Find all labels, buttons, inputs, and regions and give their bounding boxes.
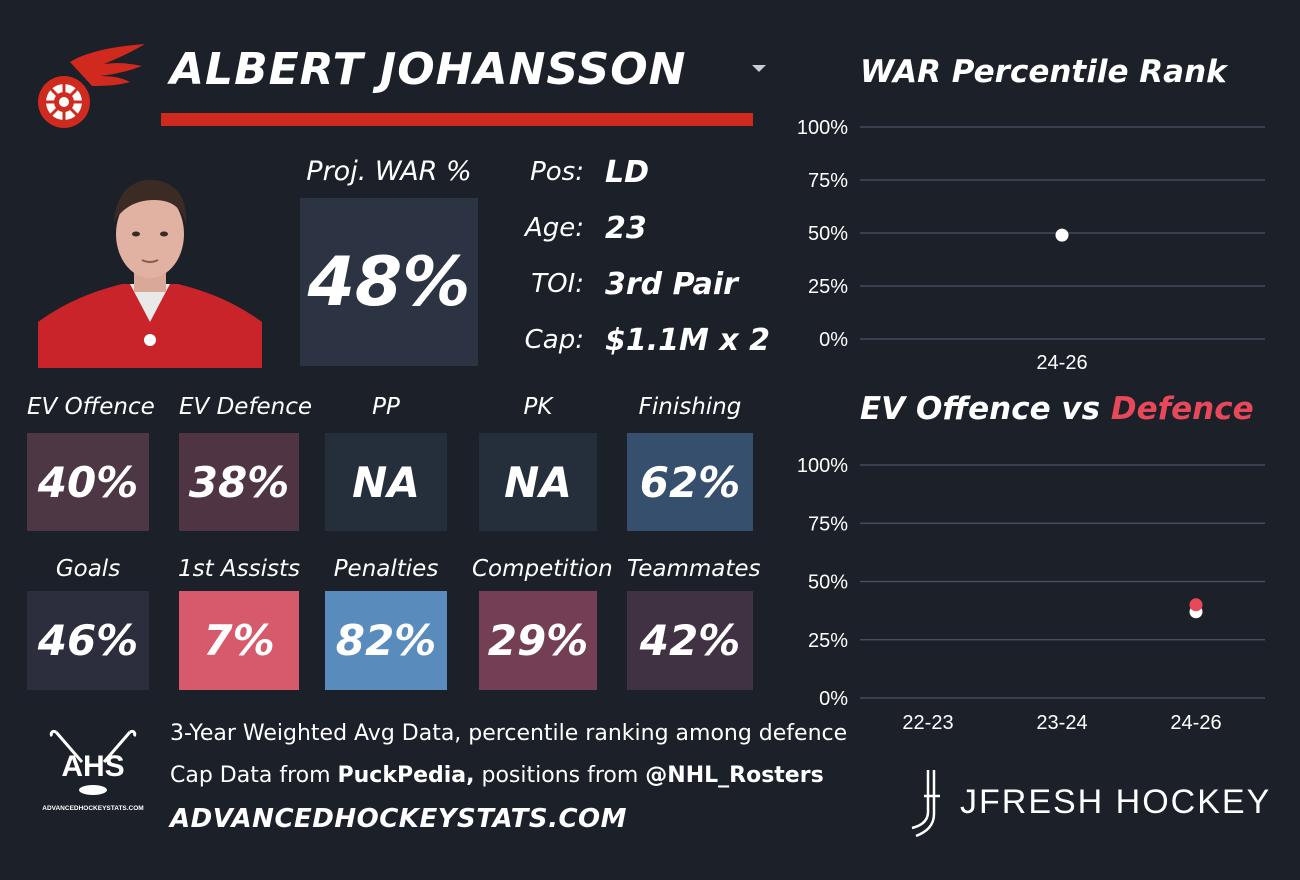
x-tick-label: 24-26 [1036,352,1087,374]
info-row-pos: Pos: LD [510,152,790,192]
stat-label-ev-offence: EV Offence [27,394,155,420]
player-name: ALBERT JOHANSSON [170,44,687,95]
ahs-logo-text: AHS [61,750,124,783]
stat-label-pk: PK [523,394,553,420]
info-value: $1.1M x 2 [605,322,770,358]
stat-label-penalties: Penalties [333,556,439,582]
chart-title-ev-offence: EV Offence vs [860,391,1111,427]
y-tick-label: 100% [797,117,848,139]
stat-box-teammates: 42% [627,591,753,690]
ahs-logo-subtext: ADVANCEDHOCKEYSTATS.COM [42,805,143,812]
jfresh-brand: JFRESH HOCKEY [906,764,1286,840]
chart-title-defence: Defence [1110,391,1254,427]
x-tick-label: 24-26 [1170,712,1221,734]
stat-label-competition: Competition [472,556,613,582]
info-value: LD [605,154,650,190]
stat-label-teammates: Teammates [627,556,761,582]
info-key: Pos: [530,157,584,187]
info-row-cap: Cap: $1.1M x 2 [510,320,790,360]
stat-box-ev-offence: 40% [27,433,149,531]
info-row-age: Age: 23 [510,208,790,248]
footer-credits: Cap Data from PuckPedia, positions from … [170,761,824,791]
team-logo [30,42,148,132]
info-value: 3rd Pair [605,266,738,302]
stat-box-pp: NA [325,433,447,531]
stat-box-goals: 46% [27,591,149,690]
brand-name: JFRESH HOCKEY [960,782,1272,821]
y-tick-label: 75% [808,170,848,192]
stat-box-finishing: 62% [627,433,753,531]
stat-box-pk: NA [479,433,597,531]
stat-label-pp: PP [372,394,400,420]
ev-offence-defence-chart: 0% 25% 50% 75% 100% 22-23 23-24 24-26 [797,455,1265,734]
nhl-rosters-link[interactable]: @NHL_Rosters [645,763,824,788]
footer-note: 3-Year Weighted Avg Data, percentile ran… [170,721,848,746]
stat-box-penalties: 82% [325,591,447,690]
y-tick-label: 50% [808,572,848,594]
info-key: TOI: [531,269,584,299]
war-percentile-chart: 0% 25% 50% 75% 100% 24-26 [797,117,1265,374]
data-point [1189,598,1203,612]
info-key: Age: [524,213,584,243]
stat-box-ev-defence: 38% [179,433,299,531]
ahs-logo: AHS ADVANCEDHOCKEYSTATS.COM [42,726,144,816]
y-tick-label: 100% [797,455,848,477]
stat-label-1st-assists: 1st Assists [177,556,301,582]
stat-label-goals: Goals [55,556,121,582]
stat-label-finishing: Finishing [638,394,742,420]
data-point [1055,228,1069,242]
y-tick-label: 75% [808,513,848,535]
player-photo [38,172,262,368]
x-tick-label: 22-23 [902,712,953,734]
info-row-toi: TOI: 3rd Pair [510,264,790,304]
name-underline [161,113,753,126]
puckpedia-link[interactable]: PuckPedia, [337,763,475,788]
y-tick-label: 0% [819,329,848,351]
chevron-down-icon[interactable] [750,60,768,74]
proj-war-label: Proj. WAR % [306,156,472,187]
x-tick-label: 23-24 [1036,712,1087,734]
jfresh-stick-icon [911,770,940,838]
stat-label-ev-defence: EV Defence [179,394,313,420]
y-tick-label: 50% [808,223,848,245]
stat-box-competition: 29% [479,591,597,690]
credits-mid: positions from [474,763,646,788]
y-tick-label: 25% [808,276,848,298]
proj-war-value: 48% [300,198,478,366]
site-link[interactable]: ADVANCEDHOCKEYSTATS.COM [170,804,628,834]
chart-title-ev: EV Offence vs Defence [860,389,1254,429]
info-key: Cap: [524,325,584,355]
stat-box-1st-assists: 7% [179,591,299,690]
credits-prefix: Cap Data from [170,763,338,788]
y-tick-label: 25% [808,630,848,652]
y-tick-label: 0% [819,688,848,710]
info-value: 23 [605,210,647,246]
chart-title-war: WAR Percentile Rank [860,54,1227,90]
